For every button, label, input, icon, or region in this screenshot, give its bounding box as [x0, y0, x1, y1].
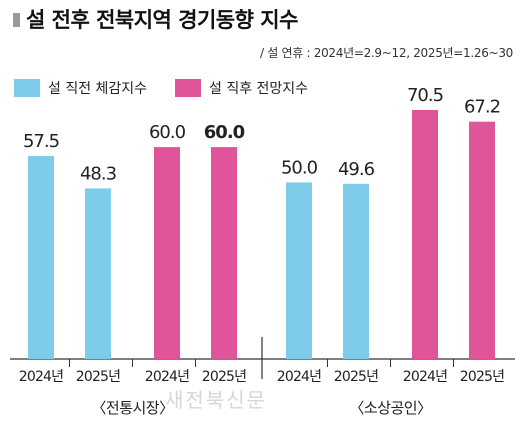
- group-label: 〈전통시장〉: [91, 399, 173, 417]
- bar-g1-b0: [286, 182, 312, 359]
- x-tick-label: 2024년: [277, 369, 322, 385]
- legend-swatch-before: [14, 79, 40, 97]
- bar-g0-b3: [211, 147, 237, 359]
- group-label: 〈소상공인〉: [349, 399, 431, 417]
- data-label: 48.3: [80, 163, 117, 184]
- title-marker: [13, 13, 20, 27]
- chart-title: 설 전후 전북지역 경기동향 지수: [26, 8, 298, 32]
- data-label: 60.0: [204, 122, 245, 143]
- data-label: 49.6: [338, 159, 375, 180]
- bar-g1-b2: [412, 110, 438, 359]
- legend-item-before: 설 직전 체감지수: [14, 78, 147, 98]
- data-label: 50.0: [281, 157, 318, 178]
- data-label: 67.2: [464, 97, 500, 118]
- x-tick-label: 2025년: [460, 369, 505, 385]
- x-tick-label: 2025년: [334, 369, 379, 385]
- x-tick-label: 2024년: [19, 369, 64, 385]
- legend-item-after: 설 직후 전망지수: [175, 78, 308, 98]
- x-tick-label: 2025년: [202, 369, 247, 385]
- data-label: 57.5: [23, 131, 59, 152]
- bar-g1-b3: [469, 121, 495, 359]
- data-label: 70.5: [407, 85, 443, 106]
- x-tick-label: 2024년: [145, 369, 190, 385]
- chart-subtitle: / 설 연휴 : 2024년=2.9~12, 2025년=1.26~30: [259, 46, 513, 60]
- x-tick-label: 2024년: [403, 369, 448, 385]
- x-tick-label: 2025년: [76, 369, 121, 385]
- legend-label-after: 설 직후 전망지수: [209, 81, 309, 97]
- bar-g1-b1: [343, 183, 369, 359]
- legend-swatch-after: [175, 79, 201, 97]
- bar-g0-b1: [85, 188, 111, 359]
- data-label: 60.0: [149, 122, 186, 143]
- bar-g0-b0: [28, 155, 54, 359]
- watermark: 새전북신문: [165, 388, 267, 412]
- legend-label-before: 설 직전 체감지수: [48, 81, 148, 97]
- bar-g0-b2: [154, 147, 180, 359]
